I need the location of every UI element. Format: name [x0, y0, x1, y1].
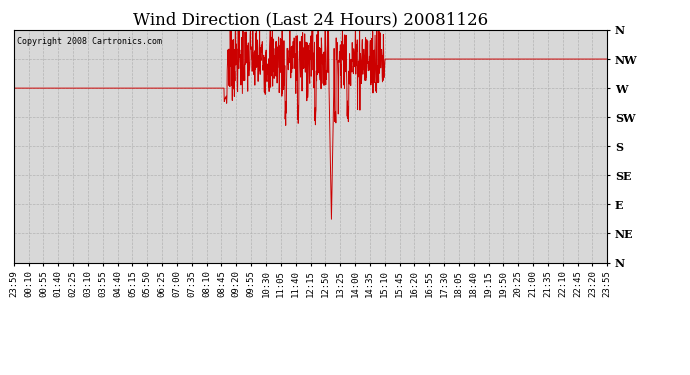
Title: Wind Direction (Last 24 Hours) 20081126: Wind Direction (Last 24 Hours) 20081126	[133, 12, 488, 28]
Text: Copyright 2008 Cartronics.com: Copyright 2008 Cartronics.com	[17, 37, 161, 46]
